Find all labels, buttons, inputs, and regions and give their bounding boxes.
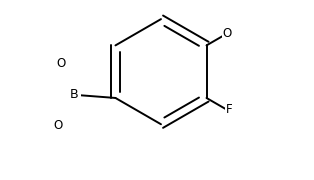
- Text: O: O: [57, 57, 66, 70]
- Text: B: B: [70, 88, 78, 101]
- Text: F: F: [226, 103, 232, 116]
- Text: O: O: [223, 27, 232, 40]
- Text: O: O: [53, 119, 63, 132]
